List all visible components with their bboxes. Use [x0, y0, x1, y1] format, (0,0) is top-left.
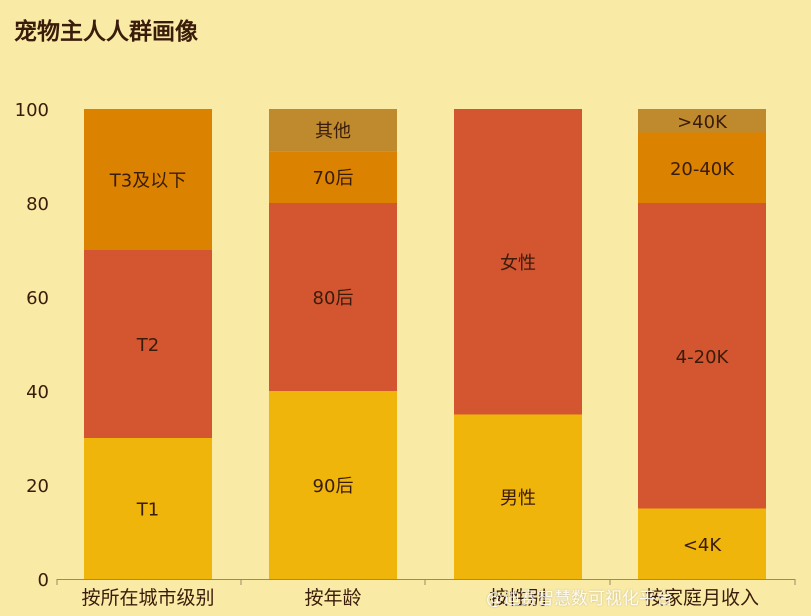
segment-label: >40K — [677, 112, 728, 133]
bar-segment — [269, 391, 397, 579]
bar-segment — [269, 151, 397, 203]
x-category-label: 按年龄 — [304, 587, 361, 609]
x-category-label: 按所在城市级别 — [81, 587, 214, 609]
y-tick-label: 60 — [26, 288, 49, 309]
y-tick-label: 80 — [26, 194, 49, 215]
bar-segment — [638, 203, 766, 509]
bar-segment — [638, 508, 766, 579]
y-tick-label: 20 — [26, 476, 49, 497]
segment-label: 4-20K — [676, 347, 730, 368]
segment-label: 女性 — [500, 253, 536, 274]
segment-label: 80后 — [313, 288, 354, 309]
bar-segment — [454, 414, 582, 579]
y-tick-label: 40 — [26, 382, 49, 403]
bar-segment — [269, 109, 397, 152]
segment-label: T2 — [136, 335, 159, 356]
x-category-label: 按家庭月收入 — [645, 587, 759, 609]
segment-label: T3及以下 — [109, 171, 186, 192]
segment-label: 20-40K — [670, 159, 735, 180]
x-category-label: 按性别 — [489, 587, 546, 609]
segment-label: T1 — [136, 500, 159, 521]
bar-segment — [638, 109, 766, 133]
y-tick-label: 100 — [15, 100, 49, 121]
segment-label: <4K — [683, 535, 723, 556]
bar-segment — [454, 109, 582, 415]
segment-label: 70后 — [313, 168, 354, 189]
segment-label: 其他 — [315, 121, 351, 142]
segment-label: 男性 — [500, 488, 536, 509]
bar-segment — [638, 132, 766, 203]
chart-title: 宠物主人人群画像 — [14, 19, 198, 45]
bar-segment — [269, 203, 397, 391]
bar-segment — [84, 438, 212, 579]
segment-label: 90后 — [313, 476, 354, 497]
bar-segment — [84, 109, 212, 250]
watermark: @迪赛智慧数可视化平台 — [486, 589, 673, 609]
y-tick-label: 0 — [38, 570, 49, 591]
bar-segment — [84, 250, 212, 438]
